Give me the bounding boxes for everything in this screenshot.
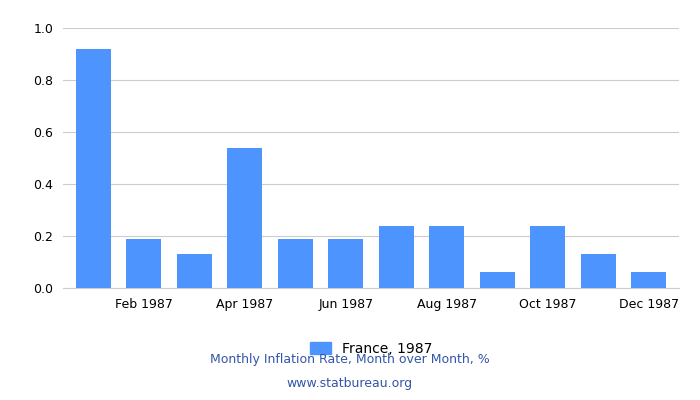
Bar <box>530 226 566 288</box>
Legend: France, 1987: France, 1987 <box>310 342 432 356</box>
Bar <box>176 254 212 288</box>
Text: www.statbureau.org: www.statbureau.org <box>287 378 413 390</box>
Bar <box>631 272 666 288</box>
Bar <box>126 238 162 288</box>
Bar <box>328 238 363 288</box>
Bar <box>278 238 313 288</box>
Bar <box>480 272 515 288</box>
Text: Monthly Inflation Rate, Month over Month, %: Monthly Inflation Rate, Month over Month… <box>210 354 490 366</box>
Bar <box>227 148 262 288</box>
Bar <box>580 254 616 288</box>
Bar <box>76 49 111 288</box>
Bar <box>379 226 414 288</box>
Bar <box>429 226 464 288</box>
